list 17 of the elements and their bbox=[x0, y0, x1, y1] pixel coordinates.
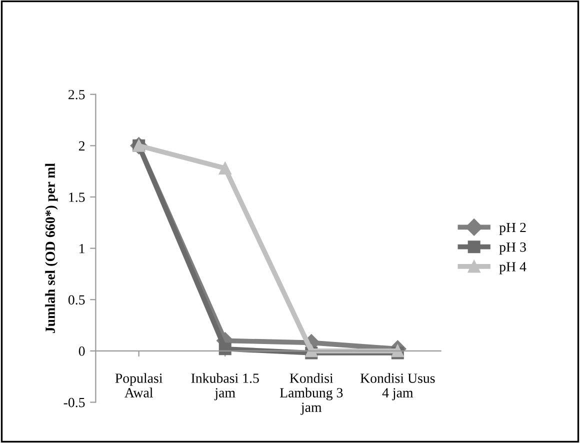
y-tick-label: 2.5 bbox=[68, 90, 85, 100]
y-tick-label: 0 bbox=[78, 346, 85, 356]
x-tick-label: Inkubasi 1.5 jam bbox=[191, 373, 259, 400]
y-tick-label: 0.5 bbox=[68, 295, 85, 305]
point bbox=[218, 162, 232, 174]
y-axis-title: Jumlah sel (OD 660*) per ml bbox=[45, 163, 58, 334]
legend-label: pH 4 bbox=[499, 262, 526, 274]
legend-label: pH 2 bbox=[499, 222, 526, 236]
y-tick-label: 1 bbox=[80, 244, 84, 254]
point bbox=[218, 342, 232, 356]
y-tick-label: 1.5 bbox=[69, 192, 85, 202]
y-tick-label: 2 bbox=[78, 141, 85, 150]
y-tick-label: -0.5 bbox=[64, 398, 85, 408]
legend-label: pH 3 bbox=[499, 242, 526, 255]
x-tick-label: Populasi Awal bbox=[115, 373, 162, 398]
x-tick-label: Kondisi Lambung 3 jam bbox=[280, 373, 343, 415]
x-tick-label: Kondisi Usus 4 jam bbox=[360, 373, 435, 400]
